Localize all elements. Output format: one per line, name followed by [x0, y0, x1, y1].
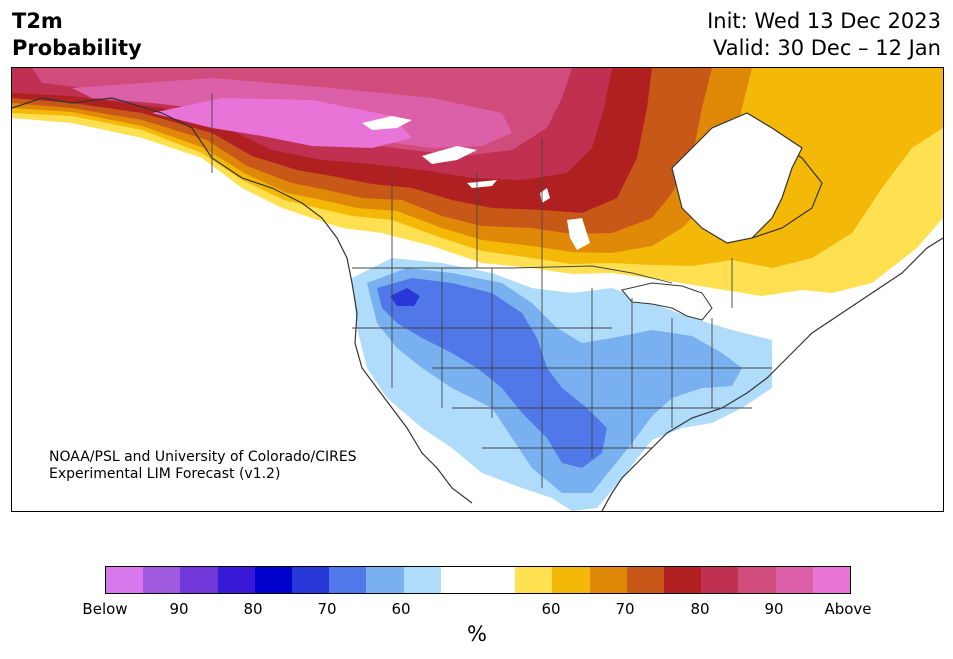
colorbar-swatch: [626, 567, 665, 593]
valid-period: Valid: 30 Dec – 12 Jan: [712, 36, 941, 60]
below-90-region: [390, 288, 420, 306]
colorbar-swatch: [106, 567, 144, 593]
colorbar-swatch: [143, 567, 181, 593]
colorbar-tick-label: 70: [317, 600, 337, 618]
colorbar-tick-label: 60: [391, 600, 411, 618]
title-line-1: T2m: [12, 9, 63, 33]
colorbar-swatch: [552, 567, 590, 593]
colorbar-tick-label: 90: [169, 600, 189, 618]
colorbar-swatch: [589, 567, 627, 593]
colorbar-tick-label: 90: [764, 600, 784, 618]
colorbar: [105, 566, 851, 594]
colorbar-swatch: [254, 567, 293, 593]
colorbar-swatch: [440, 567, 479, 593]
canadian-lakes: [362, 116, 590, 250]
colorbar-swatch: [180, 567, 218, 593]
colorbar-swatch: [664, 567, 702, 593]
colorbar-tick-label: Below: [82, 600, 128, 618]
colorbar-unit: %: [467, 622, 487, 646]
map-panel: [11, 67, 944, 512]
colorbar-tick-label: 80: [243, 600, 263, 618]
colorbar-swatch: [701, 567, 739, 593]
colorbar-tick-label: 70: [615, 600, 635, 618]
political-borders: [211, 93, 772, 488]
init-date: Init: Wed 13 Dec 2023: [707, 9, 941, 33]
colorbar-swatch: [738, 567, 776, 593]
above-extreme-region: [152, 98, 412, 148]
source-credit: NOAA/PSL and University of Colorado/CIRE…: [49, 449, 357, 483]
colorbar-swatch: [217, 567, 255, 593]
colorbar-swatch: [329, 567, 367, 593]
colorbar-swatch: [775, 567, 813, 593]
colorbar-swatch: [515, 567, 553, 593]
colorbar-swatch: [403, 567, 441, 593]
map-title: T2m Probability: [12, 8, 142, 62]
colorbar-swatch: [366, 567, 404, 593]
credit-line-2: Experimental LIM Forecast (v1.2): [49, 466, 281, 482]
forecast-dates: Init: Wed 13 Dec 2023 Valid: 30 Dec – 12…: [707, 8, 941, 62]
colorbar-swatch: [478, 567, 516, 593]
credit-line-1: NOAA/PSL and University of Colorado/CIRE…: [49, 449, 357, 465]
probability-map: [12, 68, 943, 511]
colorbar-tick-label: 80: [690, 600, 710, 618]
title-line-2: Probability: [12, 36, 142, 60]
hudson-bay: [671, 112, 803, 244]
colorbar-swatch: [292, 567, 330, 593]
great-lakes: [621, 282, 713, 321]
colorbar-swatch: [812, 567, 851, 593]
colorbar-tick-label: 60: [541, 600, 561, 618]
colorbar-tick-label: Above: [824, 600, 872, 618]
